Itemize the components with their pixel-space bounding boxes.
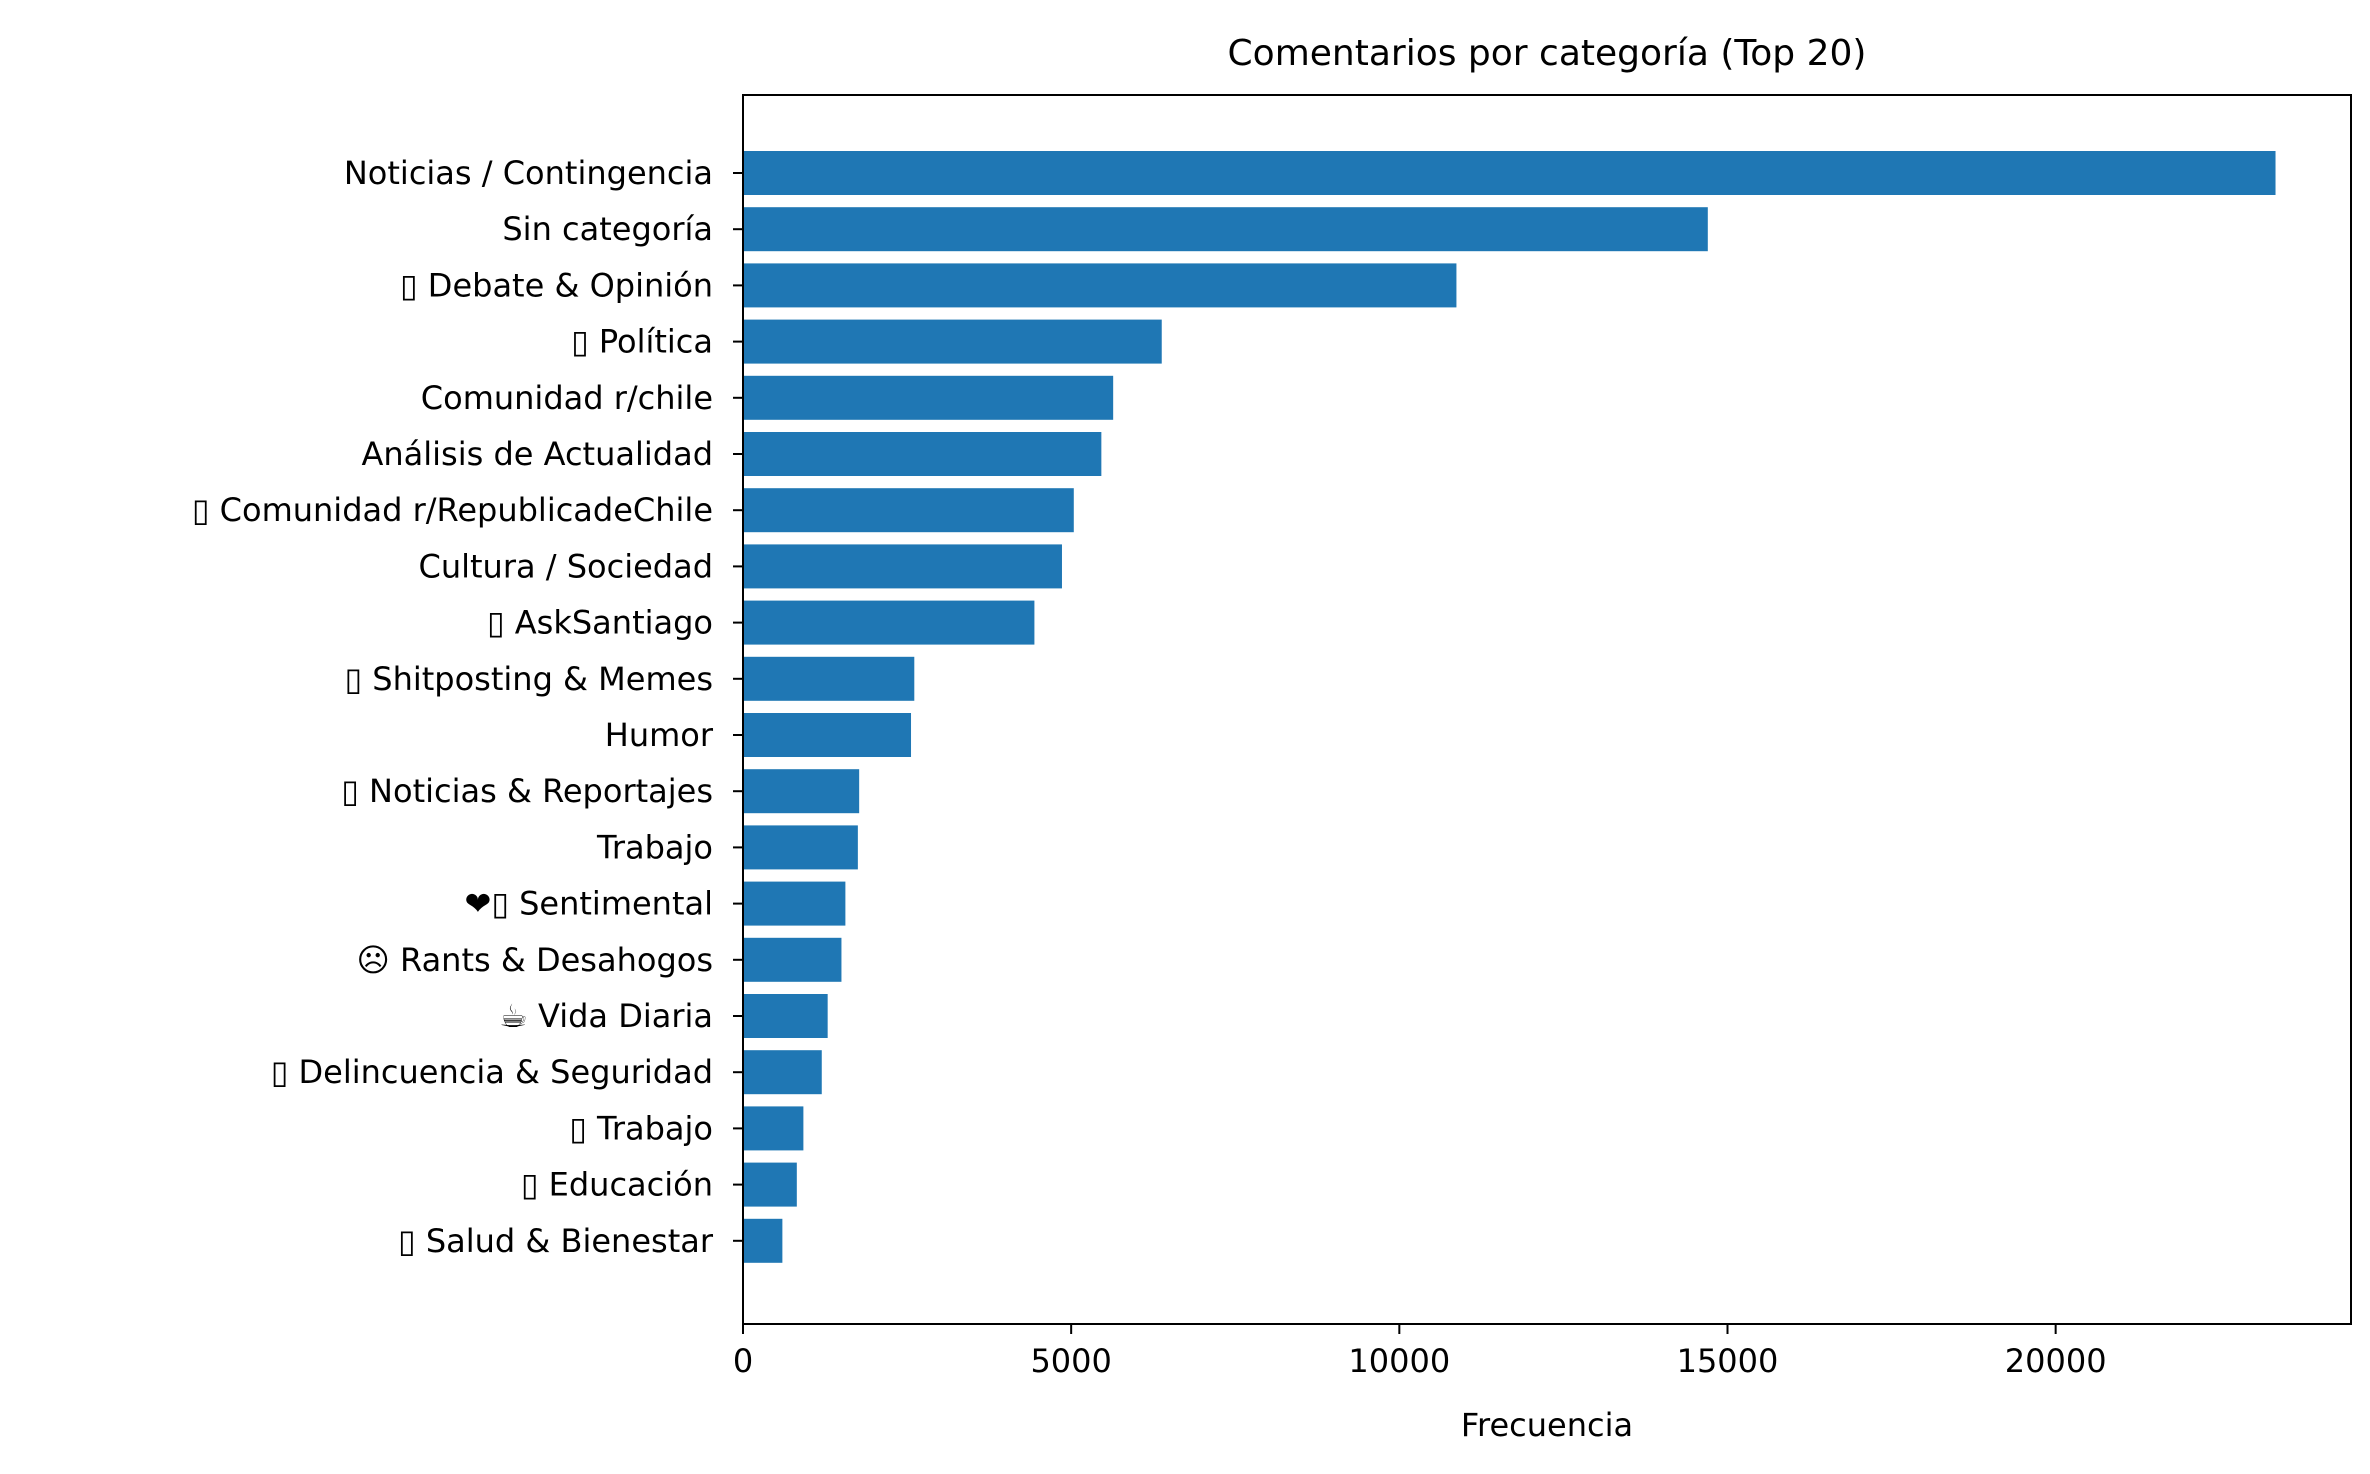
y-tick-label: Humor — [605, 716, 714, 754]
bar — [743, 544, 1062, 589]
bar — [743, 881, 846, 926]
bar — [743, 207, 1708, 252]
bar — [743, 713, 912, 757]
y-tick-label: Cultura / Sociedad — [418, 547, 713, 585]
bar — [743, 151, 2276, 195]
bar — [743, 994, 828, 1038]
y-tick-label: ❤▯ Sentimental — [465, 885, 714, 923]
bar — [743, 1106, 804, 1151]
bar — [743, 263, 1457, 308]
y-tick-label: ▯ Comunidad r/RepublicadeChile — [192, 491, 713, 529]
y-tick-label: ▯ AskSantiago — [487, 604, 713, 642]
x-axis-label: Frecuencia — [1461, 1406, 1633, 1444]
chart-title: Comentarios por categoría (Top 20) — [1228, 33, 1867, 74]
bar — [743, 937, 842, 982]
bar — [743, 769, 860, 814]
y-tick-label: ▯ Shitposting & Memes — [344, 660, 713, 698]
bars-layer — [743, 151, 2276, 1263]
bar — [743, 600, 1035, 645]
x-tick-label: 0 — [733, 1342, 753, 1380]
y-tick-label: Análisis de Actualidad — [361, 435, 713, 473]
y-tick-labels: Noticias / Contingencia Sin categoría ▯ De… — [192, 154, 743, 1260]
bar — [743, 375, 1114, 420]
bar — [743, 432, 1102, 476]
bar — [743, 1218, 783, 1263]
y-tick-label: Comunidad r/chile — [421, 379, 713, 417]
y-tick-label: ☕ Vida Diaria — [499, 997, 713, 1035]
y-tick-label: ▯ Debate & Opinión — [400, 266, 713, 304]
y-tick-label: ▯ Política — [571, 323, 713, 361]
y-tick-label: ▯ Delincuencia & Seguridad — [271, 1053, 713, 1091]
y-tick-label: ☹ Rants & Desahogos — [357, 941, 714, 979]
bar — [743, 825, 858, 870]
x-tick-label: 15000 — [1677, 1342, 1779, 1380]
plot-frame — [742, 94, 2352, 1325]
x-tick-label: 10000 — [1348, 1342, 1450, 1380]
bar — [743, 1050, 822, 1095]
bar — [743, 488, 1074, 533]
bar — [743, 319, 1162, 364]
bar — [743, 656, 915, 701]
y-tick-label: ▯ Trabajo — [569, 1109, 713, 1147]
x-tick-label: 5000 — [1030, 1342, 1111, 1380]
bar — [743, 1162, 797, 1207]
y-tick-label: ▯ Educación — [521, 1166, 713, 1204]
y-tick-label: ▯ Salud & Bienestar — [398, 1222, 714, 1260]
y-tick-label: Noticias / Contingencia — [344, 154, 713, 192]
x-tick-label: 20000 — [2005, 1342, 2107, 1380]
y-tick-label: Sin categoría — [502, 210, 713, 248]
y-tick-label: ▯ Noticias & Reportajes — [341, 772, 713, 810]
x-ticks: 0 5000 10000 15000 20000 — [733, 1324, 2107, 1380]
y-tick-label: Trabajo — [596, 828, 713, 866]
